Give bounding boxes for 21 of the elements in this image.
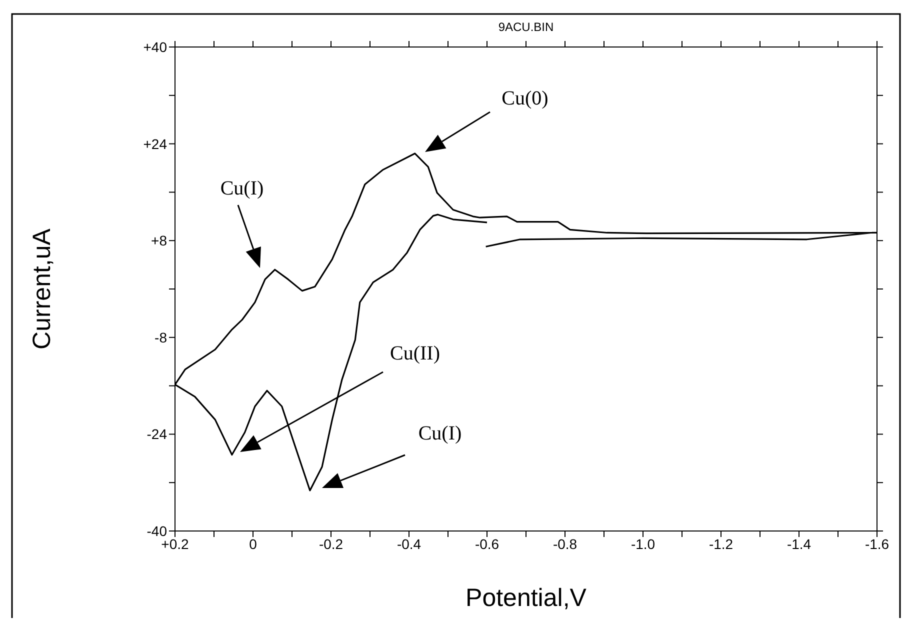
annotation: Cu(0) [502, 88, 548, 110]
chart-title: 9ACU.BIN [498, 20, 554, 34]
y-tick-label: +24 [143, 136, 168, 152]
x-axis-title: Potential,V [466, 584, 587, 612]
annotation: Cu(II) [390, 342, 440, 365]
x-tick-label: 0 [249, 536, 258, 552]
x-tick-label: -1.6 [864, 536, 890, 552]
y-tick-label: -8 [154, 329, 168, 346]
x-tick-label: -0.4 [396, 536, 422, 552]
x-tick-label: -0.8 [552, 536, 578, 552]
y-tick-label: +40 [143, 38, 168, 55]
y-tick-label: +8 [151, 232, 168, 249]
x-tick-label: -0.2 [318, 536, 344, 552]
x-tick-label: -0.6 [474, 536, 500, 552]
annotation: Cu(I) [220, 178, 264, 200]
x-tick-label: -1.0 [630, 536, 656, 552]
x-tick-label: -1.4 [786, 536, 812, 552]
annotation: Cu(I) [418, 422, 462, 445]
y-tick-label: -24 [146, 426, 168, 442]
x-tick-label: -1.2 [708, 536, 734, 552]
y-axis-title: Current,uA [28, 228, 56, 350]
